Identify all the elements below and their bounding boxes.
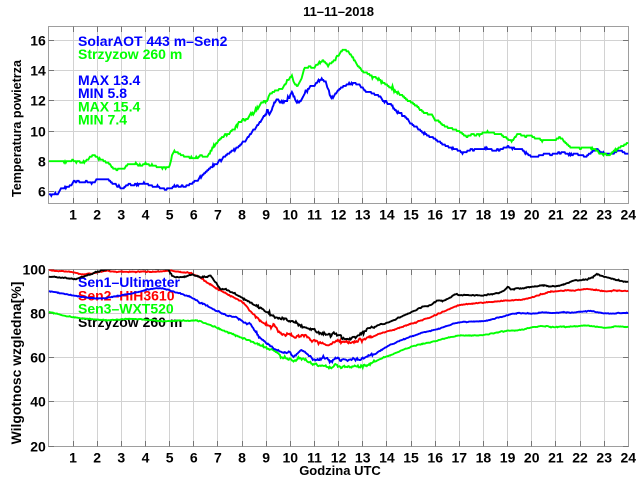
svg-text:MIN 5.8: MIN 5.8 bbox=[78, 85, 127, 101]
svg-text:17: 17 bbox=[452, 206, 468, 222]
svg-text:7: 7 bbox=[214, 449, 222, 465]
svg-text:6: 6 bbox=[190, 206, 198, 222]
svg-text:Godzina UTC: Godzina UTC bbox=[299, 463, 381, 478]
svg-text:16: 16 bbox=[427, 206, 443, 222]
svg-text:1: 1 bbox=[69, 206, 77, 222]
svg-text:20: 20 bbox=[524, 206, 540, 222]
svg-text:60: 60 bbox=[30, 350, 46, 366]
svg-text:SolarAOT 443 m–Sen2: SolarAOT 443 m–Sen2 bbox=[78, 33, 228, 49]
svg-text:23: 23 bbox=[596, 449, 612, 465]
svg-text:19: 19 bbox=[500, 449, 516, 465]
svg-text:9: 9 bbox=[262, 449, 270, 465]
svg-text:11: 11 bbox=[307, 206, 322, 222]
svg-text:11–11–2018: 11–11–2018 bbox=[303, 4, 374, 19]
svg-text:Wilgotnosc wzgledna[%]: Wilgotnosc wzgledna[%] bbox=[8, 282, 24, 445]
svg-text:24: 24 bbox=[621, 449, 637, 465]
svg-text:3: 3 bbox=[117, 206, 125, 222]
svg-text:Temperatura powietrza: Temperatura powietrza bbox=[10, 59, 24, 197]
svg-text:5: 5 bbox=[166, 206, 174, 222]
svg-text:2: 2 bbox=[93, 206, 101, 222]
svg-text:23: 23 bbox=[596, 206, 612, 222]
svg-text:12: 12 bbox=[30, 93, 46, 109]
svg-text:19: 19 bbox=[500, 206, 516, 222]
svg-text:Strzyzow 260 m: Strzyzow 260 m bbox=[78, 46, 182, 62]
svg-text:Strzyzow 260 m: Strzyzow 260 m bbox=[78, 314, 182, 330]
svg-text:14: 14 bbox=[30, 63, 46, 79]
svg-text:8: 8 bbox=[238, 206, 246, 222]
svg-text:11: 11 bbox=[307, 449, 322, 465]
svg-text:80: 80 bbox=[30, 306, 46, 322]
svg-text:Sen1–Ultimeter: Sen1–Ultimeter bbox=[78, 274, 180, 290]
svg-text:6: 6 bbox=[190, 449, 198, 465]
svg-text:16: 16 bbox=[427, 449, 443, 465]
svg-text:17: 17 bbox=[452, 449, 468, 465]
svg-text:10: 10 bbox=[283, 449, 299, 465]
svg-text:13: 13 bbox=[355, 206, 371, 222]
svg-text:MAX 13.4: MAX 13.4 bbox=[78, 72, 140, 88]
svg-text:22: 22 bbox=[572, 206, 588, 222]
svg-text:24: 24 bbox=[621, 206, 637, 222]
svg-text:5: 5 bbox=[166, 449, 174, 465]
svg-text:13: 13 bbox=[355, 449, 371, 465]
svg-text:14: 14 bbox=[379, 206, 395, 222]
svg-text:8: 8 bbox=[38, 154, 46, 170]
svg-text:100: 100 bbox=[22, 262, 46, 278]
svg-text:21: 21 bbox=[548, 449, 564, 465]
svg-text:20: 20 bbox=[30, 439, 46, 455]
svg-text:16: 16 bbox=[30, 33, 46, 49]
svg-text:15: 15 bbox=[403, 206, 419, 222]
svg-text:12: 12 bbox=[331, 206, 347, 222]
svg-text:4: 4 bbox=[142, 206, 150, 222]
svg-text:18: 18 bbox=[476, 206, 492, 222]
svg-text:Sen3–WXT520: Sen3–WXT520 bbox=[78, 301, 174, 317]
svg-text:MAX 15.4: MAX 15.4 bbox=[78, 98, 140, 114]
svg-text:40: 40 bbox=[30, 394, 46, 410]
svg-text:18: 18 bbox=[476, 449, 492, 465]
svg-text:10: 10 bbox=[283, 206, 299, 222]
svg-text:1: 1 bbox=[69, 449, 77, 465]
svg-text:12: 12 bbox=[331, 449, 347, 465]
svg-text:4: 4 bbox=[142, 449, 150, 465]
svg-text:7: 7 bbox=[214, 206, 222, 222]
svg-text:21: 21 bbox=[548, 206, 564, 222]
svg-text:9: 9 bbox=[262, 206, 270, 222]
svg-text:8: 8 bbox=[238, 449, 246, 465]
svg-text:10: 10 bbox=[30, 124, 46, 140]
svg-text:20: 20 bbox=[524, 449, 540, 465]
svg-text:2: 2 bbox=[93, 449, 101, 465]
svg-text:22: 22 bbox=[572, 449, 588, 465]
svg-text:6: 6 bbox=[38, 184, 46, 200]
svg-text:3: 3 bbox=[117, 449, 125, 465]
svg-text:MIN 7.4: MIN 7.4 bbox=[78, 112, 127, 128]
svg-text:15: 15 bbox=[403, 449, 419, 465]
svg-text:14: 14 bbox=[379, 449, 395, 465]
